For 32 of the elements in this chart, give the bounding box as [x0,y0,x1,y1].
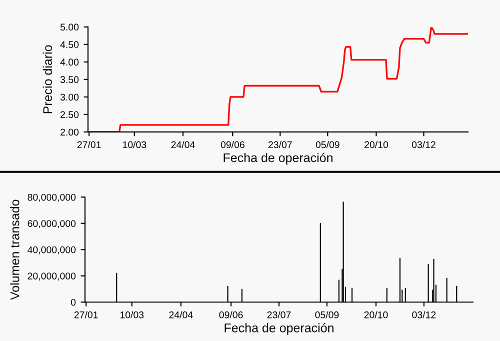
x-axis-title: Fecha de operación [224,152,332,165]
y-axis-title: Volumen transado [10,200,20,300]
x-tick-label: 03/12 [412,311,436,318]
y-tick-label: 40,000,000 [28,246,76,254]
x-tick-label: 20/10 [364,311,388,318]
x-tick-label: 24/04 [169,311,193,318]
x-tick-label: 23/07 [267,311,291,318]
x-tick-label: 24/04 [171,140,195,148]
y-tick-label: 20,000,000 [28,272,76,281]
x-tick-label: 10/03 [123,140,146,148]
x-tick-label: 03/12 [412,140,436,148]
x-tick-label: 05/09 [315,311,339,318]
y-tick-label: 2.50 [60,111,79,118]
x-tick-label: 05/09 [316,140,340,148]
x-tick-label: 27/01 [77,140,101,148]
x-tick-label: 09/06 [219,311,243,318]
x-tick-label: 09/06 [220,140,244,148]
y-tick-label: 3.50 [60,76,79,84]
y-tick-label: 4.50 [60,41,79,48]
x-axis-title: Fecha de operación [224,322,334,335]
y-tick-label: 5.00 [60,24,79,31]
y-tick-label: 60,000,000 [28,220,76,228]
x-tick-label: 20/10 [364,140,388,148]
x-tick-label: 23/07 [268,140,292,148]
y-tick-label: 2.00 [60,128,79,136]
x-tick-label: 27/01 [74,311,98,318]
x-tick-label: 10/03 [120,311,144,318]
y-tick-label: 0 [70,298,76,306]
y-tick-label: 3.00 [60,94,79,101]
y-tick-label: 4.00 [60,58,79,66]
y-axis-title: Precio diario [42,45,52,114]
y-tick-label: 80,000,000 [28,194,76,202]
